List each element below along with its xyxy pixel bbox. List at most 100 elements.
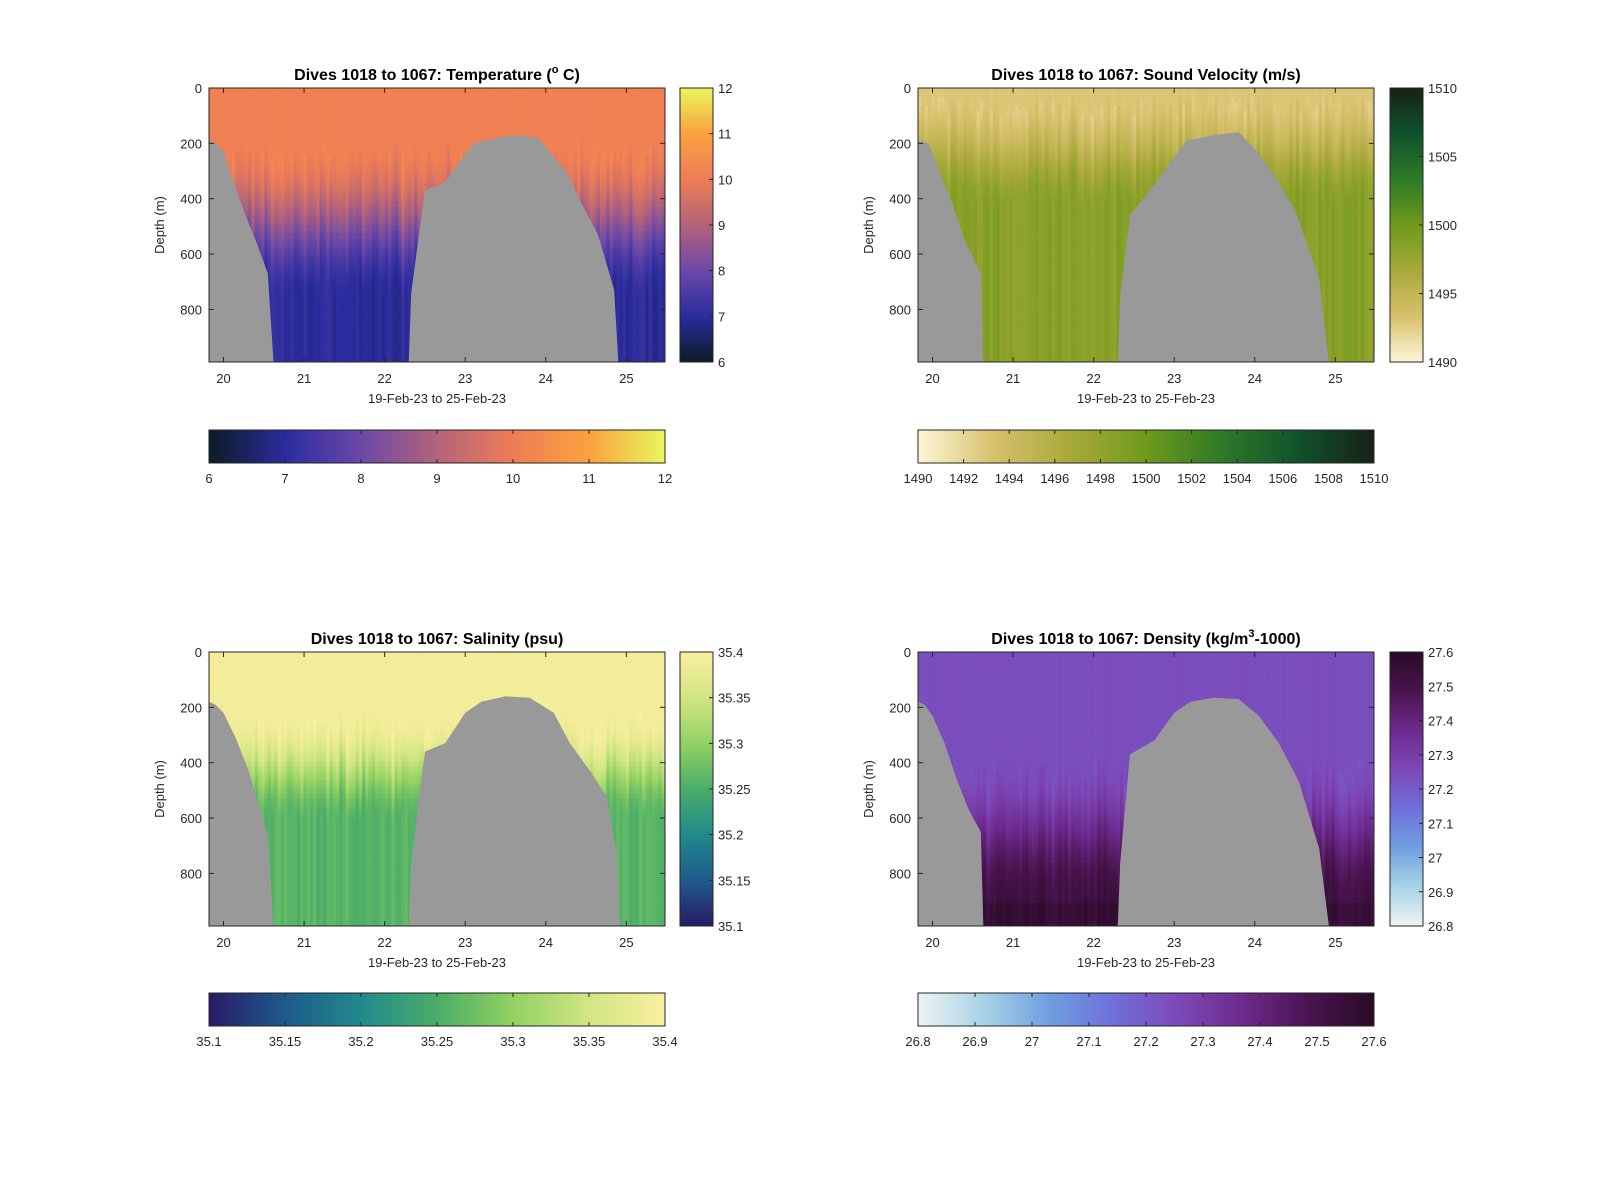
data-cell xyxy=(323,247,327,253)
data-cell xyxy=(296,174,301,180)
data-cell xyxy=(336,252,340,258)
data-cell xyxy=(407,165,412,171)
data-cell xyxy=(287,288,292,295)
data-cell xyxy=(303,174,308,180)
data-cell xyxy=(277,238,282,244)
data-cell xyxy=(283,288,288,295)
data-cell xyxy=(283,115,288,121)
data-cell xyxy=(241,161,246,167)
data-cell xyxy=(371,124,376,130)
data-cell xyxy=(257,206,262,212)
data-cell xyxy=(296,320,301,327)
data-cell xyxy=(300,142,305,148)
data-cell xyxy=(391,183,396,190)
data-cell xyxy=(339,348,344,354)
data-cell xyxy=(323,197,327,203)
data-cell xyxy=(410,142,415,148)
data-cell xyxy=(355,211,360,217)
data-cell xyxy=(280,307,285,313)
data-cell xyxy=(241,147,246,153)
data-cell xyxy=(362,147,366,153)
data-cell xyxy=(394,302,399,308)
data-cell xyxy=(355,151,360,158)
data-cell xyxy=(410,156,415,162)
data-cell xyxy=(378,343,383,349)
data-cell xyxy=(437,101,441,107)
data-cell xyxy=(277,183,282,190)
data-cell xyxy=(306,88,311,94)
data-cell xyxy=(368,206,373,212)
data-cell xyxy=(319,339,324,345)
data-cell xyxy=(472,110,477,116)
data-cell xyxy=(378,156,383,162)
data-cell xyxy=(365,106,370,112)
data-cell xyxy=(401,352,406,359)
data-cell xyxy=(274,320,278,327)
data-cell xyxy=(358,124,363,130)
data-cell xyxy=(329,307,334,313)
data-cell xyxy=(267,88,272,94)
data-cell xyxy=(290,115,295,121)
data-cell xyxy=(270,325,275,331)
data-cell xyxy=(319,101,324,107)
data-cell xyxy=(264,174,269,180)
data-cell xyxy=(397,330,402,336)
data-cell xyxy=(375,243,379,249)
data-cell xyxy=(313,261,318,267)
data-cell xyxy=(362,330,366,336)
data-cell xyxy=(440,92,445,98)
data-cell xyxy=(261,238,265,244)
data-cell xyxy=(261,110,265,116)
data-cell xyxy=(469,124,474,130)
data-cell xyxy=(362,256,366,263)
data-cell xyxy=(365,147,370,153)
data-cell xyxy=(264,183,269,190)
data-cell xyxy=(225,110,230,116)
data-cell xyxy=(384,252,389,258)
data-cell xyxy=(323,147,327,153)
data-cell xyxy=(355,133,360,139)
data-cell xyxy=(296,92,301,98)
data-cell xyxy=(355,197,360,203)
data-cell xyxy=(264,106,269,112)
data-cell xyxy=(410,110,415,116)
data-cell xyxy=(280,110,285,116)
data-cell xyxy=(332,339,337,345)
data-cell xyxy=(450,101,454,107)
data-cell xyxy=(257,124,262,130)
data-cell xyxy=(427,129,432,135)
data-cell xyxy=(401,284,406,290)
data-cell xyxy=(407,266,412,272)
data-cell xyxy=(417,202,422,208)
data-cell xyxy=(274,88,278,94)
data-cell xyxy=(293,179,298,185)
data-cell xyxy=(309,339,314,345)
data-cell xyxy=(378,147,383,153)
data-cell xyxy=(384,129,389,135)
data-cell xyxy=(358,92,363,98)
data-cell xyxy=(257,161,262,167)
data-cell xyxy=(349,161,353,167)
data-cell xyxy=(277,106,282,112)
data-cell xyxy=(290,129,295,135)
data-cell xyxy=(437,142,441,148)
data-cell xyxy=(313,357,318,362)
data-cell xyxy=(430,129,435,135)
data-cell xyxy=(293,142,298,148)
data-cell xyxy=(384,220,389,226)
data-cell xyxy=(336,266,340,272)
data-cell xyxy=(329,247,334,253)
data-cell xyxy=(394,215,399,222)
data-cell xyxy=(323,275,327,281)
data-cell xyxy=(375,193,379,199)
data-cell xyxy=(254,197,259,203)
data-cell xyxy=(248,88,252,94)
data-cell xyxy=(342,348,347,354)
data-cell xyxy=(280,275,285,281)
data-cell xyxy=(381,243,386,249)
data-cell xyxy=(329,288,334,295)
data-cell xyxy=(332,101,337,107)
data-cell xyxy=(355,288,360,295)
data-cell xyxy=(394,101,399,107)
data-cell xyxy=(248,161,252,167)
